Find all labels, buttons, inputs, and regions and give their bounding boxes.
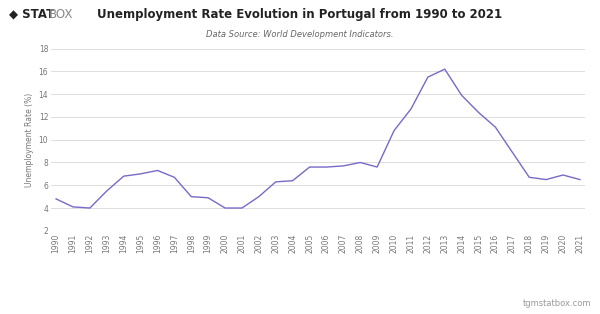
Text: tgmstatbox.com: tgmstatbox.com (523, 299, 591, 308)
Text: BOX: BOX (49, 8, 74, 21)
Y-axis label: Unemployment Rate (%): Unemployment Rate (%) (25, 93, 34, 187)
Text: Data Source: World Development Indicators.: Data Source: World Development Indicator… (206, 30, 394, 39)
Text: Unemployment Rate Evolution in Portugal from 1990 to 2021: Unemployment Rate Evolution in Portugal … (97, 8, 503, 21)
Text: ◆ STAT: ◆ STAT (9, 8, 54, 21)
